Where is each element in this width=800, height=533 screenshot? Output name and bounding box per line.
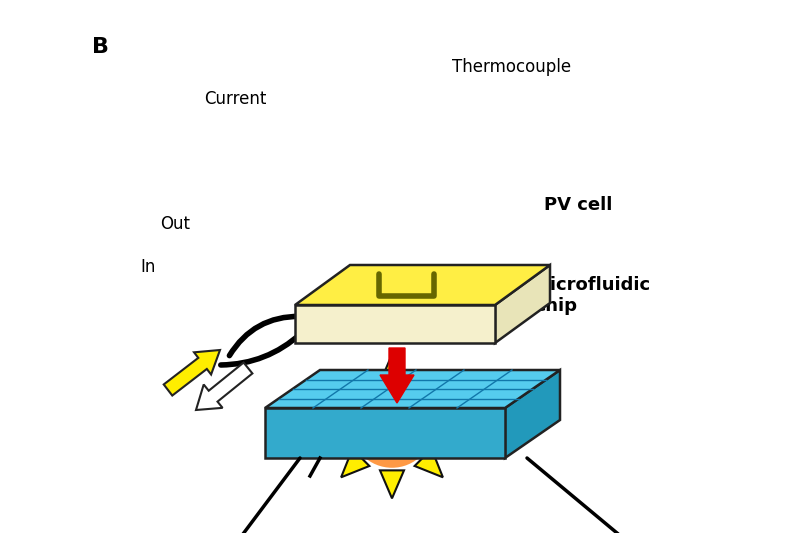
Polygon shape (414, 449, 443, 477)
Polygon shape (265, 370, 560, 408)
Polygon shape (380, 354, 404, 382)
Text: Out: Out (160, 215, 190, 233)
FancyArrow shape (380, 348, 414, 403)
Polygon shape (495, 265, 550, 343)
Polygon shape (265, 408, 505, 458)
Polygon shape (295, 305, 495, 343)
Polygon shape (380, 471, 404, 498)
Text: In: In (140, 257, 155, 276)
Polygon shape (414, 376, 443, 404)
Polygon shape (320, 414, 348, 439)
Text: Microfluidic
Chip: Microfluidic Chip (532, 277, 650, 315)
Polygon shape (295, 265, 550, 305)
Polygon shape (341, 376, 370, 404)
Polygon shape (341, 449, 370, 477)
Polygon shape (505, 370, 560, 458)
FancyArrow shape (196, 362, 252, 410)
Text: Thermocouple: Thermocouple (452, 58, 571, 76)
Circle shape (363, 398, 421, 455)
Text: PV cell: PV cell (544, 196, 612, 214)
Text: Current: Current (204, 90, 266, 108)
Text: B: B (92, 37, 109, 58)
Circle shape (352, 386, 432, 466)
Polygon shape (436, 414, 464, 439)
FancyArrow shape (164, 350, 220, 395)
